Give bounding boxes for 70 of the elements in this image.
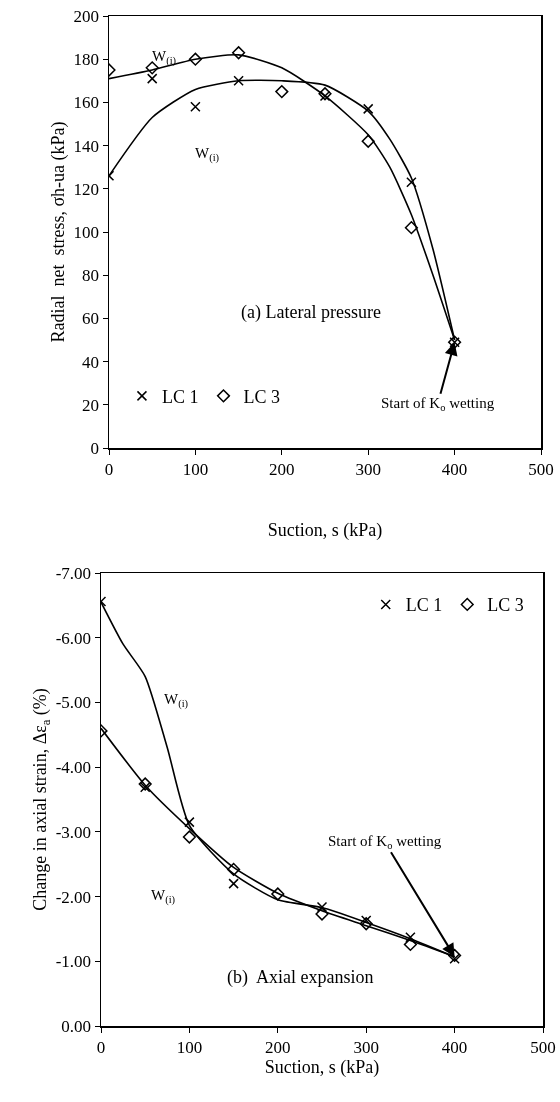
y-tick-label: 40: [82, 352, 100, 372]
point: [403, 937, 417, 952]
y-tick-label: -3.00: [55, 822, 92, 842]
annotation: Start of K$_{o}$ wetting: [328, 833, 442, 852]
x-tick-label: 0: [104, 459, 114, 479]
y-tick-label: -7.00: [55, 563, 92, 583]
y-tick-label: 0: [90, 438, 100, 458]
y-tick-label: -5.00: [55, 693, 92, 713]
x-tick-label: 200: [265, 1037, 291, 1057]
annotation: W$_{(i)}$: [164, 691, 189, 711]
y-axis-title: Radial net stress, σh-ua (kPa): [48, 121, 70, 343]
x-tick-label: 200: [269, 459, 295, 479]
y-tick-label: 60: [82, 309, 100, 329]
x-tick-label: 100: [176, 1037, 203, 1057]
annotation: W$_{(i)}$: [195, 145, 220, 165]
point: [448, 948, 462, 963]
y-tick-label: -6.00: [55, 628, 92, 648]
legend-label: LC 3: [243, 386, 280, 407]
annotation: Start of K$_{o}$ wetting: [381, 395, 495, 414]
x-tick-label: 400: [441, 459, 468, 479]
point: [406, 177, 417, 188]
y-tick-label: 80: [82, 266, 100, 286]
point: [182, 830, 196, 844]
annotation: W$_{(i)}$: [151, 887, 176, 907]
point: [316, 901, 328, 913]
x-tick-label: 300: [353, 1037, 379, 1057]
y-tick-label: 100: [73, 222, 100, 242]
y-tick-label: -4.00: [55, 758, 92, 778]
point: [315, 907, 329, 921]
point: [275, 85, 289, 99]
y-tick-label: 140: [73, 136, 100, 156]
point: [146, 73, 158, 84]
point: [449, 953, 460, 964]
y-tick-label: 200: [73, 6, 100, 26]
x-tick-label: 100: [182, 459, 209, 479]
y-tick-label: 0.00: [61, 1016, 92, 1036]
point: [361, 134, 375, 148]
legend-label: LC 1: [405, 595, 443, 616]
y-tick-label: 160: [73, 93, 100, 113]
point: [227, 862, 241, 876]
point: [404, 221, 418, 235]
point: [138, 777, 152, 791]
point: [145, 61, 159, 75]
x-tick-label: 400: [441, 1037, 468, 1057]
point: [405, 932, 416, 943]
x-tick-label: 500: [528, 459, 554, 479]
legend-label: LC 3: [487, 595, 524, 616]
y-tick-label: 20: [82, 395, 100, 415]
x-tick-label: 300: [355, 459, 381, 479]
point: [360, 915, 372, 926]
point: [139, 781, 151, 793]
annotation: (b) Axial expansion: [227, 967, 374, 988]
point: [359, 917, 373, 931]
point: [233, 75, 244, 87]
annotation: (a) Lateral pressure: [241, 302, 381, 323]
y-tick-label: 120: [73, 179, 100, 199]
x-axis-title: Suction, s (kPa): [267, 519, 383, 541]
point: [362, 103, 374, 115]
y-tick-label: -1.00: [55, 952, 92, 972]
point: [184, 816, 195, 828]
y-tick-label: 180: [73, 50, 100, 70]
point: [232, 46, 246, 60]
legend-label: LC 1: [161, 386, 199, 407]
point: [188, 52, 202, 66]
x-tick-label: 500: [530, 1037, 556, 1057]
point: [228, 878, 239, 889]
point: [190, 101, 201, 112]
x-axis-title: Suction, s (kPa): [264, 1056, 380, 1078]
y-tick-label: -2.00: [55, 887, 92, 907]
point: [271, 887, 285, 901]
